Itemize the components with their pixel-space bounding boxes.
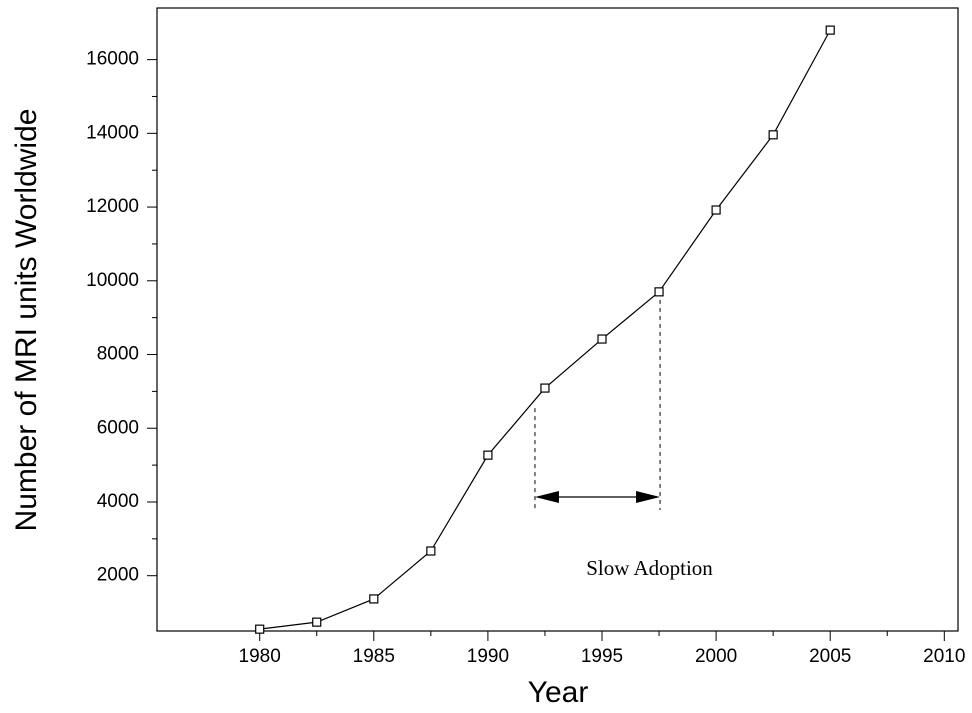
y-tick-label: 16000 <box>86 49 139 70</box>
x-tick-label: 1990 <box>467 646 509 667</box>
x-axis-label: Year <box>528 676 589 709</box>
data-marker <box>540 383 550 393</box>
y-tick-label: 8000 <box>97 344 139 365</box>
data-marker <box>825 25 835 35</box>
y-tick-label: 4000 <box>97 491 139 512</box>
arrow-head <box>534 491 559 503</box>
data-line <box>259 29 831 630</box>
plot-frame <box>156 7 959 632</box>
data-marker <box>426 546 436 556</box>
annotation-text: Slow Adoption <box>586 556 713 580</box>
data-marker <box>255 624 265 634</box>
data-marker <box>654 287 664 297</box>
y-tick-label: 12000 <box>86 196 139 217</box>
data-marker <box>369 594 379 604</box>
y-tick-label: 14000 <box>86 122 139 143</box>
x-tick-label: 2010 <box>923 646 965 667</box>
data-marker <box>711 205 721 215</box>
data-marker <box>597 334 607 344</box>
y-axis-label: Number of MRI units Worldwide <box>10 109 43 532</box>
y-tick-label: 2000 <box>97 565 139 586</box>
y-tick-label: 6000 <box>97 417 139 438</box>
data-marker <box>768 130 778 140</box>
x-tick-label: 1985 <box>353 646 395 667</box>
x-tick-label: 2000 <box>695 646 737 667</box>
x-tick-label: 1980 <box>239 646 281 667</box>
data-marker <box>312 617 322 627</box>
arrow-head <box>636 491 661 503</box>
data-marker <box>483 450 493 460</box>
x-tick-label: 2005 <box>809 646 851 667</box>
x-tick-label: 1995 <box>581 646 623 667</box>
y-tick-label: 10000 <box>86 270 139 291</box>
